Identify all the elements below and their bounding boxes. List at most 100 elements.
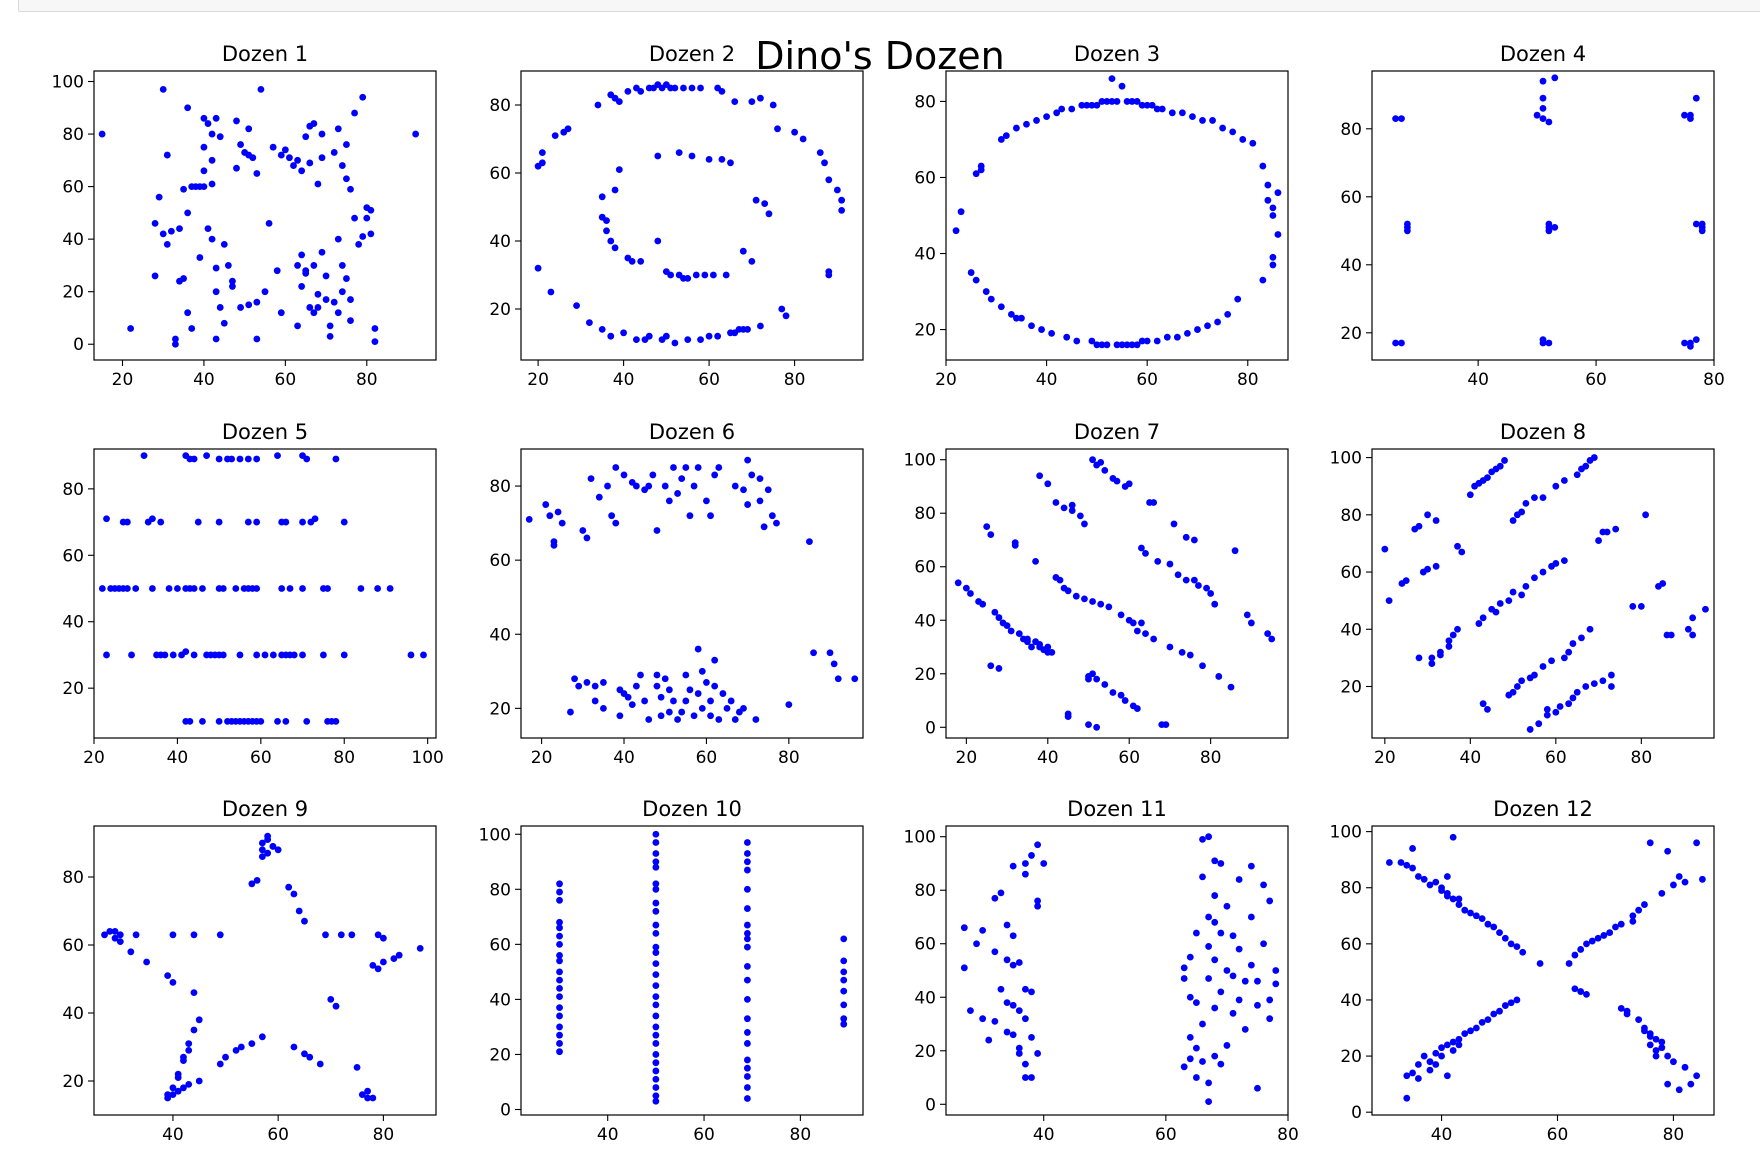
data-point	[274, 717, 281, 725]
data-point	[1543, 711, 1551, 719]
data-point	[200, 183, 208, 191]
data-point	[190, 1026, 198, 1034]
data-point	[722, 271, 730, 279]
data-point	[248, 1040, 256, 1047]
data-point	[347, 185, 354, 193]
plot-area	[1371, 448, 1715, 739]
data-point	[1247, 961, 1255, 969]
data-point	[997, 985, 1005, 993]
y-tick-label: 40	[914, 611, 936, 631]
subplot-7: Dozen 7 20 40 60 80 0 20 40 60 80 100	[904, 420, 1289, 768]
data-point	[1577, 988, 1585, 995]
data-point	[1560, 557, 1568, 564]
data-point	[363, 214, 371, 222]
data-point	[705, 332, 713, 340]
data-point	[1085, 721, 1092, 729]
data-point	[616, 712, 624, 720]
data-point	[740, 704, 747, 712]
data-point	[1577, 946, 1585, 953]
data-point	[127, 325, 135, 332]
data-point	[612, 519, 620, 527]
data-point	[1414, 1075, 1422, 1082]
data-point	[1266, 1015, 1274, 1023]
data-point	[583, 679, 591, 686]
data-point	[1403, 1072, 1411, 1080]
data-point	[190, 455, 198, 463]
data-point	[318, 248, 326, 256]
data-point	[1501, 934, 1509, 942]
y-tick-label: 60	[62, 936, 84, 956]
data-point	[294, 262, 301, 269]
data-point	[1693, 1072, 1701, 1080]
data-point	[701, 271, 709, 279]
y-tick-label: 80	[1340, 879, 1362, 899]
data-point	[743, 1073, 751, 1080]
data-point	[756, 497, 764, 505]
data-point	[416, 945, 424, 952]
data-point	[556, 1048, 563, 1056]
data-point	[697, 336, 704, 343]
data-point	[340, 651, 348, 659]
data-point	[98, 130, 106, 138]
data-point	[652, 971, 660, 979]
data-point	[123, 518, 131, 526]
data-point	[743, 839, 751, 846]
data-point	[1402, 577, 1410, 585]
data-point	[1118, 82, 1126, 90]
data-point	[1058, 105, 1066, 113]
data-point	[628, 701, 636, 709]
data-point	[1219, 124, 1227, 132]
data-point	[1623, 1010, 1631, 1018]
subplot-title: Dozen 1	[222, 42, 308, 66]
data-point	[615, 166, 623, 174]
data-point	[611, 186, 619, 194]
data-point	[1217, 1060, 1225, 1068]
data-point	[595, 493, 603, 501]
data-point	[148, 585, 156, 592]
data-point	[598, 326, 606, 333]
data-point	[711, 471, 719, 479]
data-point	[1231, 547, 1239, 555]
x-tick-label: 60	[696, 748, 718, 768]
y-tick-label: 40	[1340, 256, 1362, 276]
data-point	[161, 651, 169, 659]
data-point	[1015, 959, 1023, 966]
data-point	[286, 154, 293, 162]
data-point	[188, 325, 196, 332]
x-tick-label: 40	[613, 370, 635, 390]
data-point	[1184, 329, 1191, 337]
data-point	[101, 931, 108, 939]
data-point	[311, 515, 319, 523]
data-point	[1028, 322, 1035, 330]
data-point	[1449, 833, 1457, 841]
data-point	[1565, 648, 1573, 656]
data-point	[703, 679, 710, 686]
data-point	[1043, 113, 1050, 121]
data-point	[1260, 940, 1267, 948]
data-point	[1681, 878, 1689, 886]
data-point	[684, 336, 692, 343]
data-point	[1217, 929, 1225, 937]
data-point	[1505, 597, 1513, 605]
y-tick-label: 0	[1351, 1103, 1362, 1123]
data-point	[1113, 341, 1121, 349]
x-tick-label: 40	[193, 370, 215, 390]
data-point	[851, 675, 859, 683]
data-point	[1539, 94, 1547, 102]
data-point	[1556, 703, 1564, 710]
data-point	[1571, 985, 1579, 993]
data-point	[1186, 1055, 1194, 1063]
y-tick-label: 20	[489, 1045, 511, 1065]
data-point	[558, 519, 566, 527]
data-point	[264, 849, 272, 857]
data-point	[743, 1084, 751, 1091]
data-point	[174, 1074, 182, 1081]
data-point	[973, 940, 980, 948]
data-point	[1052, 499, 1060, 506]
data-point	[637, 258, 645, 265]
data-point	[1698, 227, 1706, 235]
x-tick-label: 40	[1033, 1125, 1055, 1145]
data-point	[1455, 895, 1463, 903]
data-point	[1539, 336, 1547, 343]
data-point	[1186, 651, 1194, 659]
